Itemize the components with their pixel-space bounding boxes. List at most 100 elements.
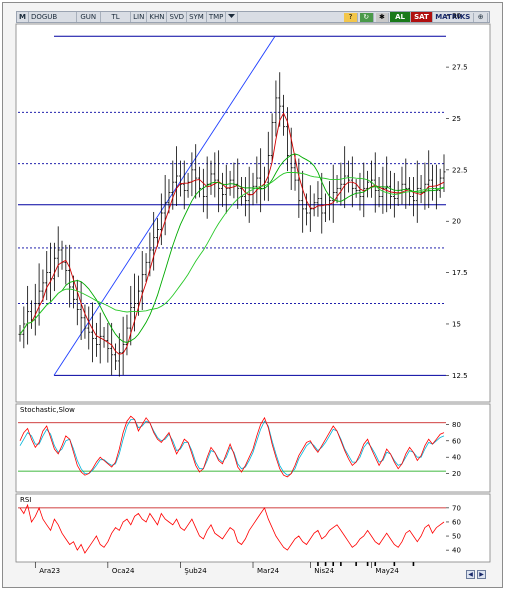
buy-button[interactable]: AL	[390, 12, 411, 22]
price-bar	[22, 306, 26, 349]
event-marker	[324, 562, 327, 566]
stochastic-title: Stochastic,Slow	[19, 406, 76, 414]
price-bar	[308, 185, 312, 232]
price-bar	[389, 170, 393, 209]
price-bar	[442, 154, 446, 193]
price-bar	[75, 279, 79, 326]
price-bar	[113, 343, 117, 370]
price-tick-label: 20	[452, 218, 461, 226]
price-bar	[45, 251, 49, 301]
price-bar	[186, 172, 190, 198]
price-bar	[358, 172, 362, 211]
price-bar	[243, 177, 247, 217]
price-bar	[373, 152, 377, 213]
zoom-icon[interactable]: ⊕	[473, 12, 489, 22]
event-marker	[393, 562, 396, 566]
price-bar	[140, 251, 144, 310]
price-bar	[427, 150, 431, 209]
arrow-right-icon[interactable]: ▶	[477, 570, 486, 579]
rsi-tick-label: 40	[452, 547, 461, 555]
price-bar	[343, 146, 347, 209]
price-bar	[320, 172, 324, 234]
price-bar	[224, 164, 228, 214]
price-bar	[347, 160, 351, 193]
sym-button[interactable]: SYM	[187, 12, 207, 22]
price-bar	[278, 72, 282, 127]
price-bar	[304, 193, 308, 226]
price-bar	[194, 144, 198, 199]
price-tick-label: 30	[452, 12, 461, 20]
stoch-tick-label: 60	[452, 437, 461, 445]
price-bar	[178, 160, 182, 197]
price-bar	[121, 316, 125, 375]
refresh-icon[interactable]: ↻	[359, 12, 374, 22]
event-marker	[317, 562, 319, 566]
price-bar	[236, 158, 240, 209]
price-bar	[152, 211, 156, 271]
tmp-button[interactable]: TMP	[207, 12, 227, 22]
chevron-down-icon[interactable]	[226, 12, 239, 22]
price-bar	[220, 172, 224, 207]
stoch-k-line	[19, 415, 445, 478]
price-bar	[125, 314, 129, 356]
svd-button[interactable]: SVD	[167, 12, 188, 22]
price-bar	[129, 285, 133, 346]
price-bar	[110, 322, 114, 376]
rsi-tick-label: 50	[452, 533, 461, 541]
symbol-label: DOGUB	[30, 13, 58, 21]
price-bar	[91, 302, 95, 363]
khn-button[interactable]: KHN	[147, 12, 168, 22]
price-bar	[366, 170, 370, 198]
price-bar	[316, 181, 320, 217]
lin-button[interactable]: LIN	[131, 12, 148, 22]
trend-line	[53, 36, 276, 376]
date-label: Nis24	[314, 567, 335, 575]
price-bar	[117, 333, 121, 377]
price-bar	[159, 193, 163, 246]
event-marker	[340, 562, 342, 566]
ma-fast-line	[19, 112, 445, 355]
price-bar	[213, 152, 217, 198]
price-bar	[83, 304, 87, 339]
chart-toolbar: M DOGUB GUN TL LIN KHN SVD SYM TMP ? ↻ ✱…	[16, 11, 490, 23]
price-bar	[41, 269, 45, 302]
price-bar	[404, 158, 408, 209]
price-bar	[270, 113, 274, 163]
price-bar	[52, 242, 56, 292]
period-button[interactable]: GUN	[77, 12, 101, 22]
rsi-tick-label: 60	[452, 518, 461, 526]
currency-button[interactable]: TL	[101, 12, 132, 22]
price-bar	[56, 226, 60, 278]
price-bar	[266, 131, 270, 202]
symbol-selector[interactable]: DOGUB	[29, 12, 77, 22]
date-label: May24	[375, 567, 399, 575]
date-label: Oca24	[111, 567, 135, 575]
price-bar	[274, 80, 278, 137]
menu-m-button[interactable]: M	[17, 12, 29, 22]
price-bar	[171, 160, 175, 210]
rsi-line	[19, 503, 445, 554]
price-bar	[385, 156, 389, 213]
price-bar	[163, 174, 167, 236]
price-bar	[411, 177, 415, 217]
price-bar	[377, 177, 381, 208]
ma-mid-line	[19, 153, 445, 343]
date-label: Ara23	[39, 567, 61, 575]
rsi-title: RSI	[19, 496, 33, 504]
help-icon[interactable]: ?	[344, 12, 358, 22]
price-bar	[301, 170, 305, 233]
price-bar	[87, 306, 91, 350]
rsi-panel	[15, 493, 491, 563]
price-tick-label: 27.5	[452, 64, 468, 72]
stoch-tick-label: 80	[452, 421, 461, 429]
event-marker	[374, 562, 377, 566]
price-bar	[198, 166, 202, 198]
stoch-tick-label: 40	[452, 454, 461, 462]
price-bar	[392, 172, 396, 218]
price-tick-label: 25	[452, 115, 461, 123]
price-bar	[255, 156, 259, 204]
sell-button[interactable]: SAT	[410, 12, 434, 22]
arrow-left-icon[interactable]: ◀	[466, 570, 475, 579]
settings-icon[interactable]: ✱	[375, 12, 390, 22]
